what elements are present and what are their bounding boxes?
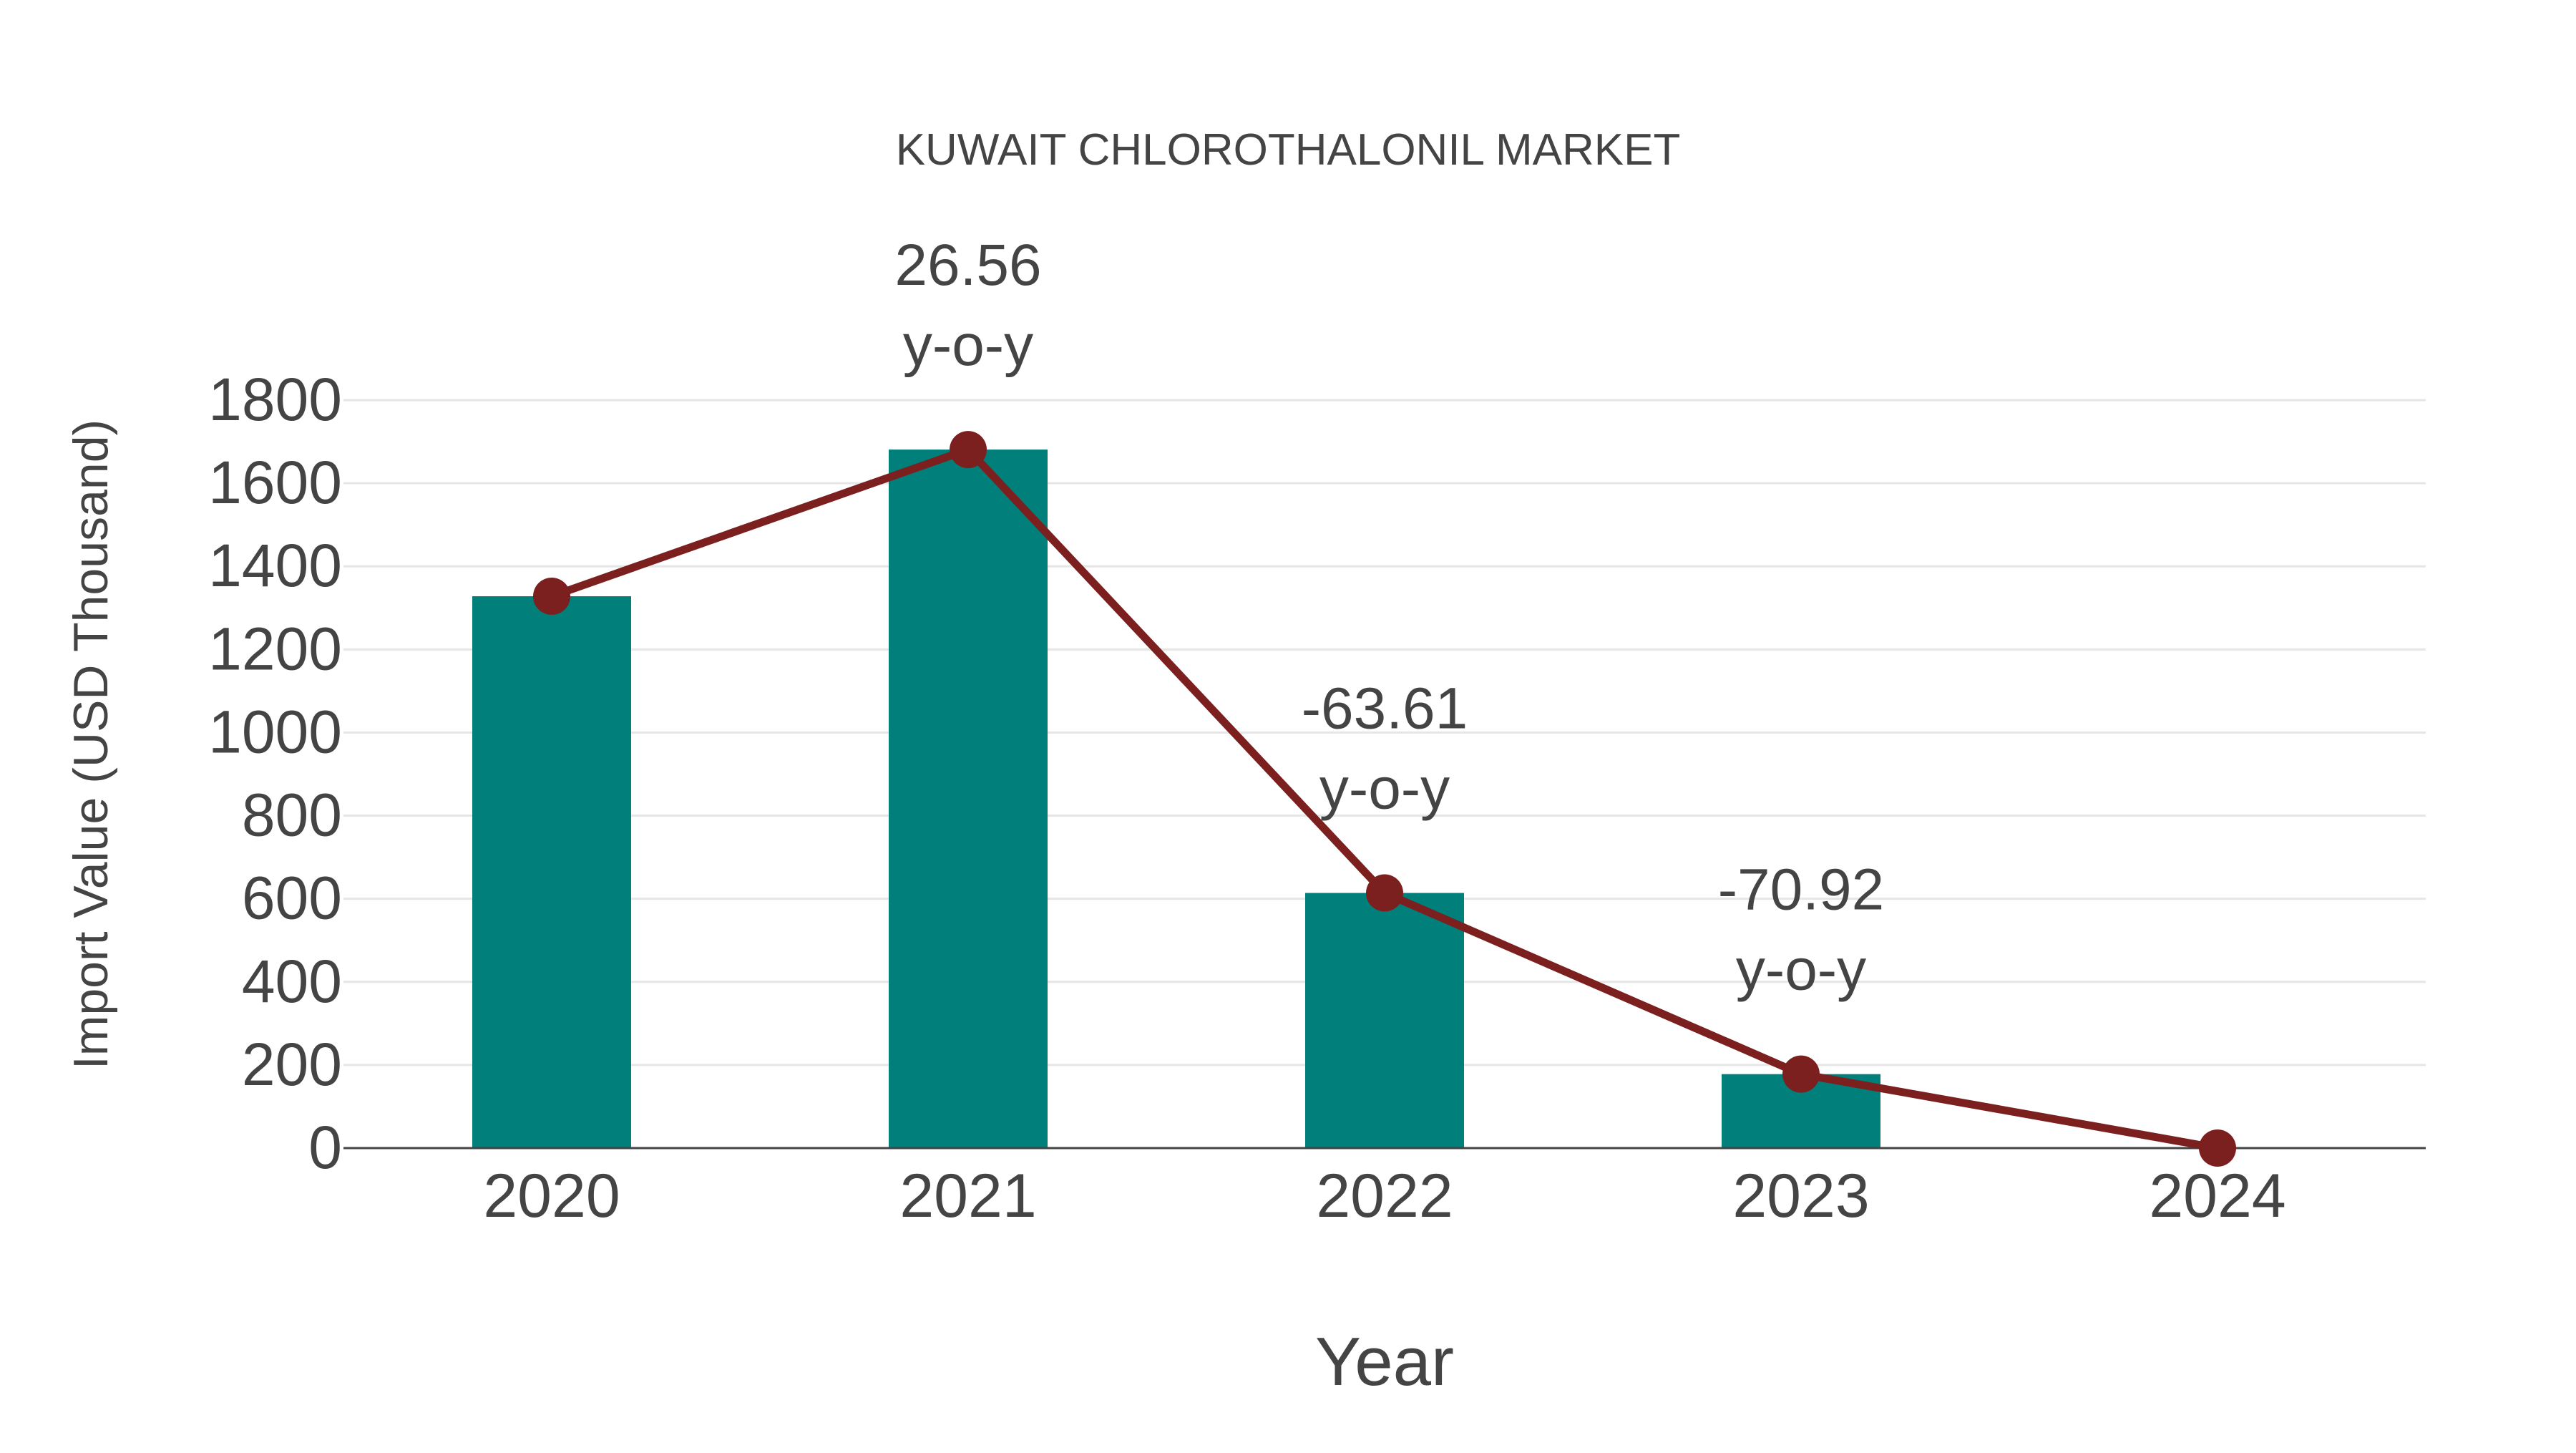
x-tick-label: 2023 — [1732, 1162, 1869, 1230]
x-axis-ticks: 2020 2021 2022 2023 2024 — [483, 1162, 2285, 1230]
y-tick-label: 600 — [242, 865, 342, 932]
y-tick-label: 1400 — [208, 532, 342, 599]
yoy-suffix: y-o-y — [1736, 938, 1866, 1003]
y-tick-label: 1000 — [208, 698, 342, 765]
x-tick-label: 2020 — [483, 1162, 620, 1230]
yoy-suffix: y-o-y — [903, 313, 1033, 378]
trend-point-2022[interactable] — [1366, 874, 1403, 912]
y-axis-label: Import Value (USD Thousand) — [64, 419, 118, 1069]
x-tick-label: 2021 — [899, 1162, 1036, 1230]
yoy-annotations: 26.56 y-o-y -63.61 y-o-y -70.92 y-o-y — [894, 233, 1884, 1003]
yoy-value: -63.61 — [1302, 676, 1468, 742]
bar-2020[interactable] — [472, 596, 631, 1148]
y-tick-label: 1800 — [208, 366, 342, 433]
y-tick-label: 1200 — [208, 615, 342, 682]
chart-title: KUWAIT CHLOROTHALONIL MARKET — [896, 125, 1681, 175]
yoy-value: -70.92 — [1718, 857, 1885, 923]
yoy-value: 26.56 — [894, 233, 1041, 298]
yoy-suffix: y-o-y — [1319, 757, 1450, 822]
x-axis-label: Year — [1315, 1323, 1454, 1400]
bar-2022[interactable] — [1305, 893, 1464, 1148]
y-axis-ticks: 0 200 400 600 800 1000 1200 1400 1600 1800 — [208, 366, 342, 1181]
trend-point-2021[interactable] — [950, 431, 987, 469]
trend-point-2023[interactable] — [1782, 1055, 1820, 1093]
y-tick-label: 0 — [308, 1114, 342, 1181]
bars — [472, 449, 1880, 1148]
y-tick-label: 800 — [242, 782, 342, 849]
trend-line — [533, 431, 2236, 1167]
gridlines — [343, 399, 2426, 1066]
y-tick-label: 1600 — [208, 449, 342, 516]
trend-point-2024[interactable] — [2199, 1129, 2236, 1167]
y-tick-label: 400 — [242, 948, 342, 1015]
y-tick-label: 200 — [242, 1031, 342, 1098]
trend-point-2020[interactable] — [533, 578, 570, 616]
bar-2021[interactable] — [889, 449, 1048, 1148]
x-tick-label: 2024 — [2149, 1162, 2285, 1230]
x-tick-label: 2022 — [1316, 1162, 1453, 1230]
